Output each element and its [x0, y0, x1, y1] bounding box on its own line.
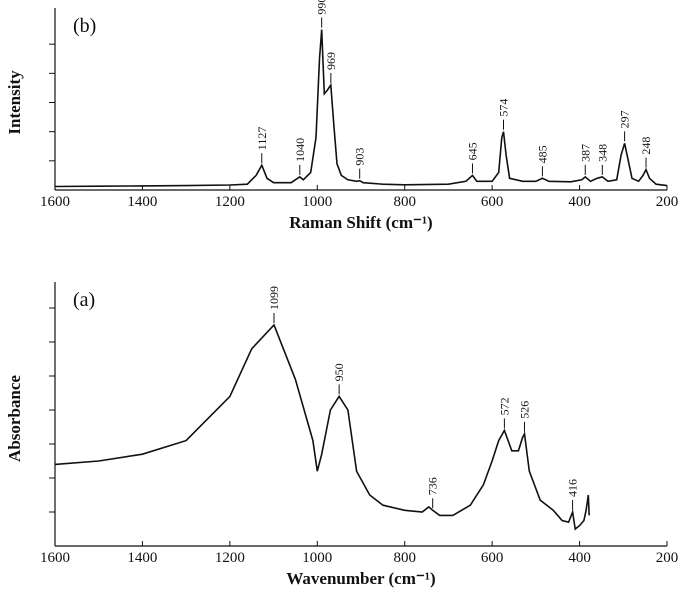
x-tick-label: 1000: [302, 194, 332, 210]
peak-label: 990: [315, 0, 329, 15]
x-tick-label: 1600: [40, 550, 70, 566]
peak-label: 526: [517, 401, 531, 419]
x-tick-label: 200: [656, 194, 679, 210]
peak-label: 248: [639, 137, 653, 155]
x-tick-label: 400: [568, 194, 591, 210]
x-tick-label: 1200: [215, 550, 245, 566]
x-tick-label: 1400: [127, 550, 157, 566]
x-axis-title: Raman Shift (cm⁻¹): [289, 213, 432, 232]
peak-label: 1040: [293, 138, 307, 162]
x-tick-label: 800: [393, 550, 416, 566]
x-axis-title: Wavenumber (cm⁻¹): [286, 569, 435, 588]
peak-label: 485: [535, 145, 549, 163]
x-tick-label: 1600: [40, 194, 70, 210]
panel-label: (a): [73, 289, 95, 311]
y-axis-title: Intensity: [5, 70, 24, 135]
x-tick-label: 1400: [127, 194, 157, 210]
peak-label: 969: [324, 52, 338, 70]
x-tick-label: 400: [568, 550, 591, 566]
x-tick-label: 1000: [302, 550, 332, 566]
y-axis-title: Absorbance: [5, 375, 24, 462]
peak-label: 572: [497, 397, 511, 415]
x-tick-label: 1200: [215, 194, 245, 210]
x-tick-label: 600: [481, 550, 504, 566]
peak-label: 387: [578, 144, 592, 162]
peak-label: 416: [566, 479, 580, 497]
peak-label: 950: [332, 363, 346, 381]
x-tick-label: 200: [656, 550, 679, 566]
spectrum-line: [54, 29, 668, 188]
x-tick-label: 600: [481, 194, 504, 210]
peak-label: 1127: [255, 127, 269, 151]
spectrum-line: [54, 323, 590, 531]
x-tick-label: 800: [393, 194, 416, 210]
peak-label: 297: [618, 110, 632, 128]
peak-label: 1099: [267, 286, 281, 310]
peak-label: 903: [353, 148, 367, 166]
peak-label: 348: [595, 144, 609, 162]
peak-label: 645: [465, 142, 479, 160]
peak-label: 736: [426, 477, 440, 495]
peak-label: 574: [497, 99, 511, 117]
panel-label: (b): [73, 15, 96, 37]
